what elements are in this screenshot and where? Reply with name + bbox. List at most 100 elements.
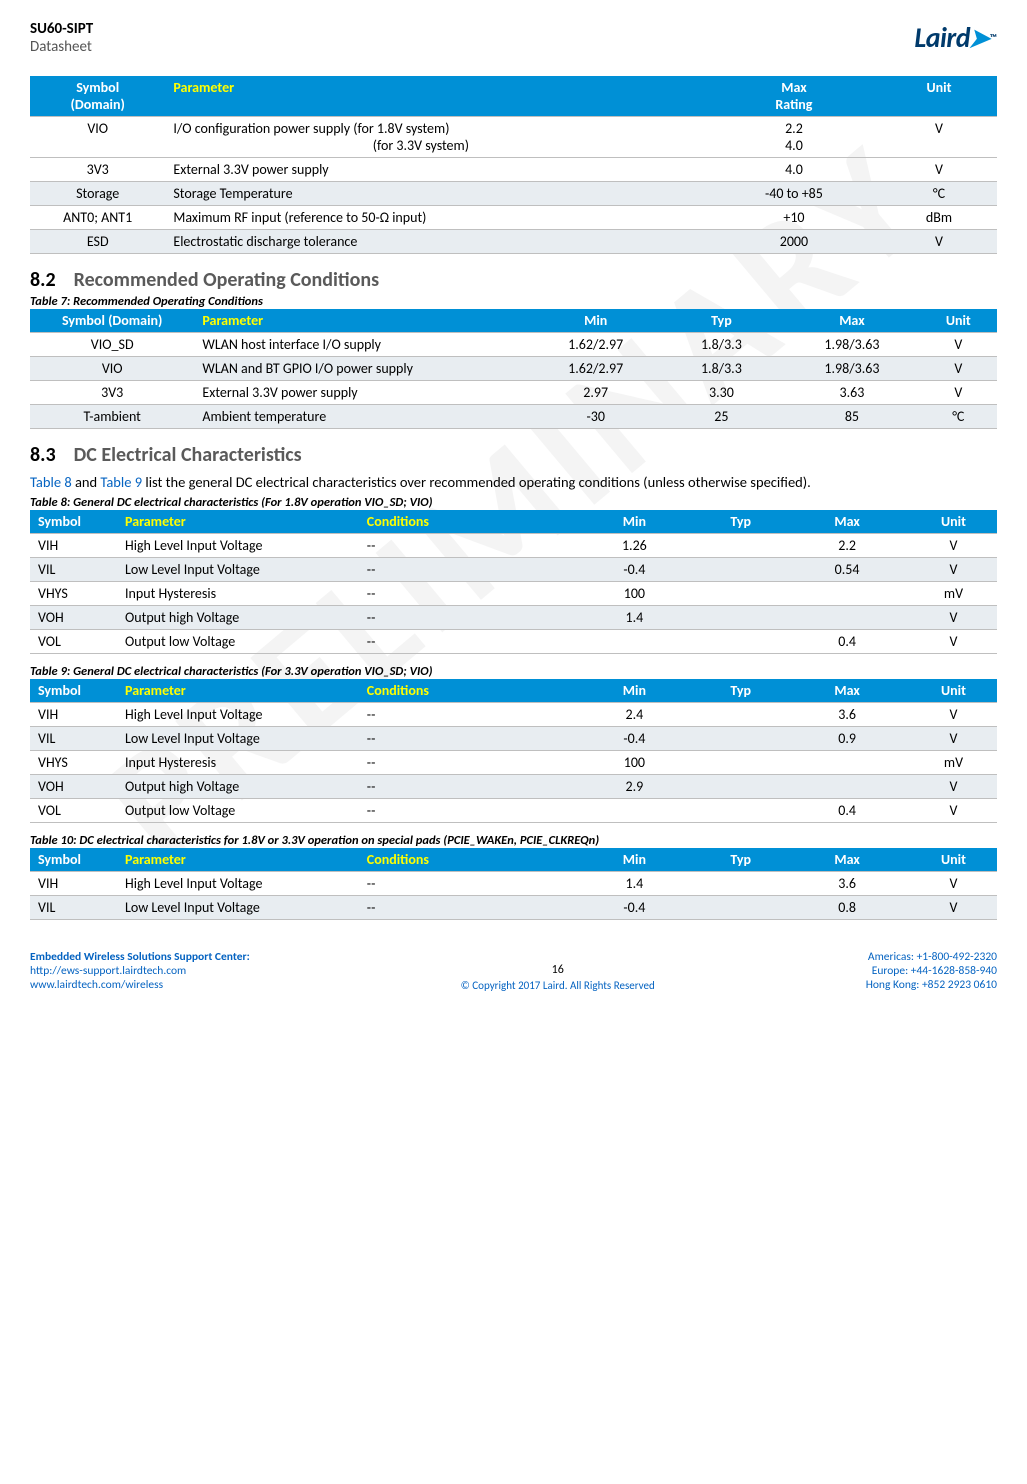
table-row: VIHHigh Level Input Voltage--1.262.2V [30, 533, 997, 557]
table-cell: -- [359, 774, 572, 798]
table-cell: Output high Voltage [117, 774, 359, 798]
table-cell: VIH [30, 871, 117, 895]
table-cell: VHYS [30, 750, 117, 774]
table-header-cell: MaxRating [707, 76, 881, 117]
table-cell: Output low Voltage [117, 798, 359, 822]
table-cell: -0.4 [572, 895, 698, 919]
doc-subtitle: Datasheet [30, 38, 93, 56]
table-row: VIO_SDWLAN host interface I/O supply1.62… [30, 333, 997, 357]
table9-dc-3v3: SymbolParameterConditionsMinTypMaxUnitVI… [30, 679, 997, 823]
table-cell: VIO_SD [30, 333, 194, 357]
table-row: VILLow Level Input Voltage---0.40.9V [30, 726, 997, 750]
table-cell [697, 581, 784, 605]
section-num: 8.3 [30, 443, 56, 467]
logo-text: Laird [914, 20, 970, 55]
table-cell: -0.4 [572, 726, 698, 750]
table-cell [697, 533, 784, 557]
logo-tm: ™ [990, 31, 997, 44]
table-cell: 0.4 [784, 629, 910, 653]
table-cell: External 3.3V power supply [165, 158, 707, 182]
table-cell: 1.26 [572, 533, 698, 557]
table-cell: °C [881, 182, 997, 206]
table-cell: 1.62/2.97 [533, 333, 659, 357]
table-row: VHYSInput Hysteresis--100mV [30, 581, 997, 605]
section-title: Recommended Operating Conditions [74, 268, 379, 292]
footer-wireless-url[interactable]: www.lairdtech.com/wireless [30, 978, 250, 992]
table-cell [697, 798, 784, 822]
page-footer: Embedded Wireless Solutions Support Cent… [30, 950, 997, 992]
table-cell: VOH [30, 774, 117, 798]
table-cell: High Level Input Voltage [117, 533, 359, 557]
table-header-cell: Typ [697, 679, 784, 703]
table-cell [697, 895, 784, 919]
table-row: VIHHigh Level Input Voltage--2.43.6V [30, 702, 997, 726]
table-cell: V [920, 357, 997, 381]
table-cell [697, 774, 784, 798]
table-cell: 25 [659, 405, 785, 429]
table-row: VIOWLAN and BT GPIO I/O power supply1.62… [30, 357, 997, 381]
section-8-2-heading: 8.2Recommended Operating Conditions [30, 268, 997, 292]
table-cell: 1.98/3.63 [784, 357, 919, 381]
table-header-cell: Min [572, 510, 698, 534]
table-row: 3V3External 3.3V power supply4.0V [30, 158, 997, 182]
table-cell: Storage Temperature [165, 182, 707, 206]
footer-phone-hk: Hong Kong: +852 2923 0610 [866, 978, 997, 992]
table-header-cell: Parameter [117, 510, 359, 534]
table-cell: V [910, 557, 997, 581]
table-header-cell: Typ [697, 848, 784, 872]
table-cell: ESD [30, 230, 165, 254]
table-cell: -0.4 [572, 557, 698, 581]
table-cell: +10 [707, 206, 881, 230]
doc-title: SU60-SIPT [30, 20, 93, 38]
table-cell: -- [359, 726, 572, 750]
table-cell: 85 [784, 405, 919, 429]
table-cell: VOH [30, 605, 117, 629]
table-cell [697, 702, 784, 726]
table7-caption: Table 7: Recommended Operating Condition… [30, 294, 997, 309]
table-cell [697, 557, 784, 581]
link-table9[interactable]: Table 9 [100, 473, 142, 491]
table-cell: 3V3 [30, 158, 165, 182]
table-cell [784, 605, 910, 629]
table-cell [784, 750, 910, 774]
table-header-cell: Parameter [194, 309, 532, 333]
table-cell: 0.8 [784, 895, 910, 919]
table-cell: V [910, 629, 997, 653]
table-cell: VIL [30, 557, 117, 581]
page-number: 16 [461, 963, 655, 977]
table-cell: VIH [30, 702, 117, 726]
section-8-3-body: Table 8 and Table 9 list the general DC … [30, 473, 997, 493]
table-cell: 1.4 [572, 605, 698, 629]
table-cell: V [881, 158, 997, 182]
table-cell: Low Level Input Voltage [117, 557, 359, 581]
table-cell: VIO [30, 357, 194, 381]
table-cell: V [881, 230, 997, 254]
table-cell: Low Level Input Voltage [117, 726, 359, 750]
footer-support-url[interactable]: http://ews-support.lairdtech.com [30, 964, 250, 978]
table-cell: 1.98/3.63 [784, 333, 919, 357]
table-cell: VHYS [30, 581, 117, 605]
table-cell: Ambient temperature [194, 405, 532, 429]
table-header-cell: Symbol(Domain) [30, 76, 165, 117]
table-header-cell: Typ [697, 510, 784, 534]
table-cell: 3.6 [784, 871, 910, 895]
table-cell: -- [359, 702, 572, 726]
link-table8[interactable]: Table 8 [30, 473, 72, 491]
table-cell: 0.54 [784, 557, 910, 581]
table-row: VIOI/O configuration power supply (for 1… [30, 117, 997, 158]
table-cell: V [920, 333, 997, 357]
table-cell: 2000 [707, 230, 881, 254]
table-cell: WLAN and BT GPIO I/O power supply [194, 357, 532, 381]
table-cell: 0.9 [784, 726, 910, 750]
table-cell: 1.62/2.97 [533, 357, 659, 381]
table-row: VOLOutput low Voltage--0.4V [30, 629, 997, 653]
table-cell: VIL [30, 726, 117, 750]
table-row: T-ambientAmbient temperature-302585°C [30, 405, 997, 429]
table-cell: -40 to +85 [707, 182, 881, 206]
table-cell: 2.24.0 [707, 117, 881, 158]
logo: Laird➤™ [914, 20, 997, 55]
table-header-cell: Unit [881, 76, 997, 117]
table-cell: Storage [30, 182, 165, 206]
table-header-cell: Symbol [30, 679, 117, 703]
table-cell: 3.30 [659, 381, 785, 405]
